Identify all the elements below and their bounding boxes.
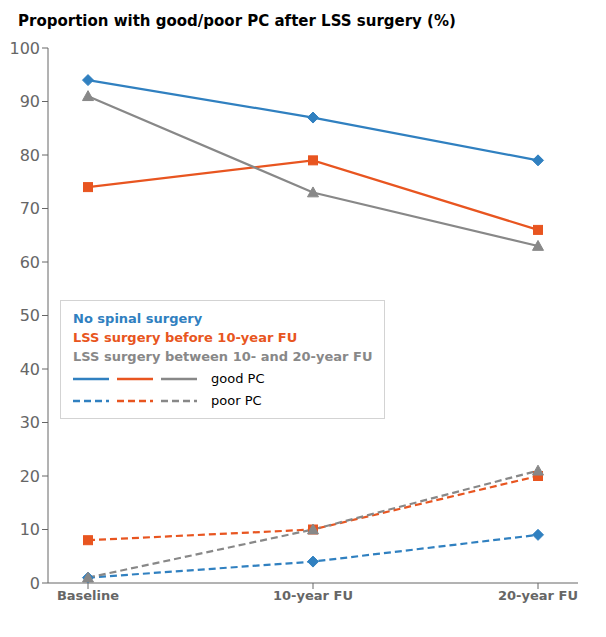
svg-text:20: 20 <box>20 467 40 486</box>
svg-text:0: 0 <box>30 574 40 593</box>
svg-text:10-year FU: 10-year FU <box>273 588 353 603</box>
html-text:Proportion with good/poor PC a: Proportion with good/poor PC after LSS s… <box>18 12 456 30</box>
svg-text:Baseline: Baseline <box>57 588 119 603</box>
svg-text:70: 70 <box>20 199 40 218</box>
svg-text:60: 60 <box>20 253 40 272</box>
svg-text:80: 80 <box>20 146 40 165</box>
svg-text:90: 90 <box>20 92 40 111</box>
svg-text:50: 50 <box>20 306 40 325</box>
svg-text:40: 40 <box>20 360 40 379</box>
html-text:good PC: good PC <box>211 371 265 386</box>
html-text:LSS surgery before 10-year FU: LSS surgery before 10-year FU <box>73 330 298 345</box>
html-text:LSS surgery between 10- and 20: LSS surgery between 10- and 20-year FU <box>73 349 373 364</box>
html-text:poor PC: poor PC <box>211 393 262 408</box>
html-text:No spinal surgery: No spinal surgery <box>73 311 203 326</box>
svg-text:10: 10 <box>20 520 40 539</box>
svg-text:20-year FU: 20-year FU <box>498 588 578 603</box>
svg-text:100: 100 <box>9 39 40 58</box>
svg-text:30: 30 <box>20 413 40 432</box>
